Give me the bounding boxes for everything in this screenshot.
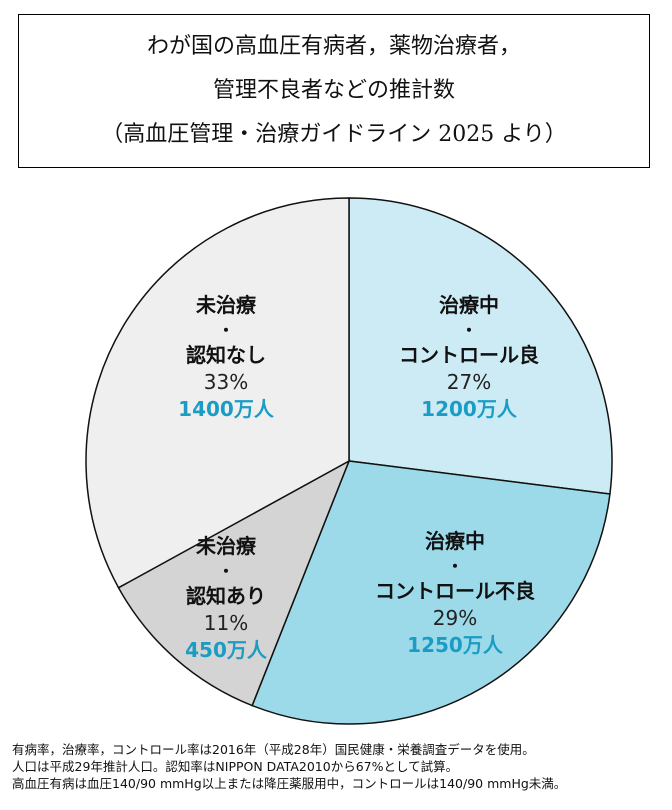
pie-slice: [251, 460, 611, 725]
footnotes: 有病率，治療率，コントロール率は2016年（平成28年）国民健康・栄養調査データ…: [12, 741, 566, 792]
slice-count: 1400万人: [178, 397, 275, 421]
slice-count: 1250万人: [407, 633, 504, 657]
slice-label: ・: [461, 321, 477, 340]
slice-label: コントロール不良: [375, 579, 535, 603]
slice-percent: 11%: [204, 611, 248, 635]
slice-label: 未治療: [196, 293, 256, 317]
slice-label: ・: [218, 562, 234, 581]
title-line: （高血圧管理・治療ガイドライン 2025 より）: [101, 122, 567, 147]
slice-label: コントロール良: [399, 343, 539, 367]
slice-label: 認知なし: [186, 343, 266, 367]
slice-percent: 33%: [204, 370, 248, 394]
title-line: わが国の高血圧有病者，薬物治療者，: [146, 34, 521, 59]
chart-title: わが国の高血圧有病者，薬物治療者， 管理不良者などの推計数 （高血圧管理・治療ガ…: [18, 14, 650, 168]
title-line: 管理不良者などの推計数: [212, 78, 455, 103]
slice-label: ・: [447, 557, 463, 576]
slice-label: 未治療: [196, 534, 256, 558]
slice-percent: 29%: [433, 606, 477, 630]
slice-count: 1200万人: [421, 397, 518, 421]
pie-chart: 治療中・コントロール良27%1200万人治療中・コントロール不良29%1250万…: [85, 197, 613, 725]
footnote: 高血圧有病は血圧140/90 mmHg以上または降圧薬服用中，コントロールは14…: [12, 776, 567, 791]
slice-label: 治療中: [439, 293, 499, 317]
footnote: 有病率，治療率，コントロール率は2016年（平成28年）国民健康・栄養調査データ…: [12, 742, 535, 757]
pie-slice: [348, 197, 613, 495]
slice-label: ・: [218, 321, 234, 340]
slice-label: 認知あり: [186, 584, 266, 608]
slice-label: 治療中: [425, 529, 485, 553]
footnote: 人口は平成29年推計人口。認知率はNIPPON DATA2010から67%として…: [12, 759, 459, 774]
pie-slice: [85, 197, 350, 589]
slice-count: 450万人: [185, 638, 268, 662]
slice-percent: 27%: [447, 370, 491, 394]
pie-slice: [117, 459, 351, 707]
